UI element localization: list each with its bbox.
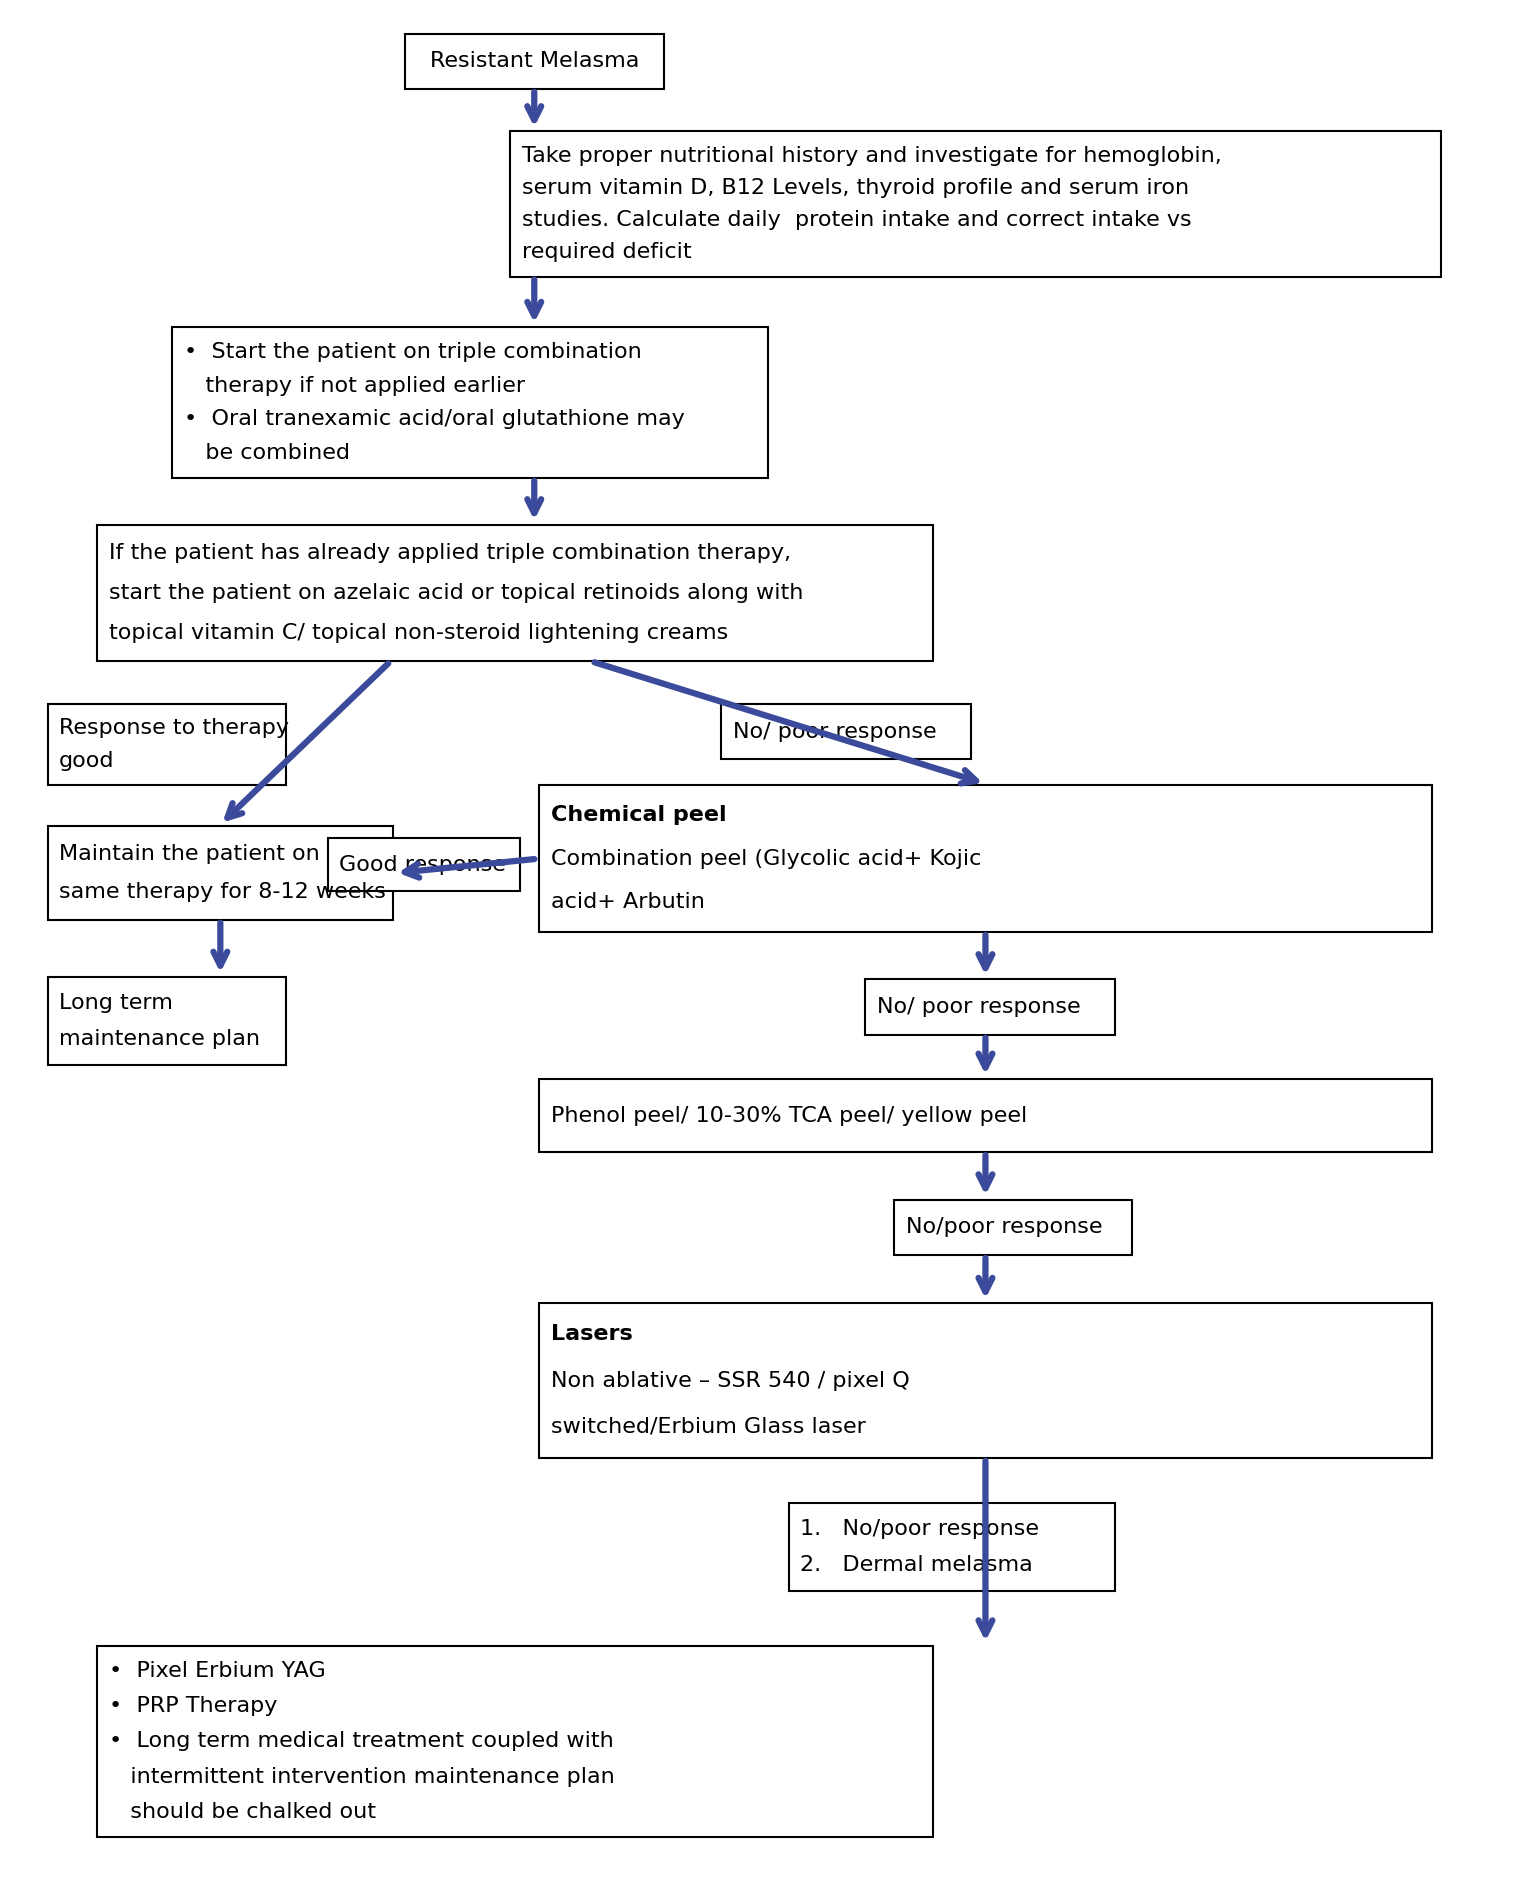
FancyBboxPatch shape	[510, 131, 1442, 277]
Text: Combination peel (Glycolic acid+ Kojic: Combination peel (Glycolic acid+ Kojic	[551, 848, 980, 869]
FancyBboxPatch shape	[328, 838, 520, 892]
Text: therapy if not applied earlier: therapy if not applied earlier	[185, 376, 525, 396]
Text: Resistant Melasma: Resistant Melasma	[430, 51, 638, 72]
FancyBboxPatch shape	[97, 1647, 932, 1838]
Text: start the patient on azelaic acid or topical retinoids along with: start the patient on azelaic acid or top…	[109, 582, 803, 603]
Text: Phenol peel/ 10-30% TCA peel/ yellow peel: Phenol peel/ 10-30% TCA peel/ yellow pee…	[551, 1106, 1027, 1125]
FancyBboxPatch shape	[894, 1199, 1132, 1256]
Text: switched/Erbium Glass laser: switched/Erbium Glass laser	[551, 1417, 865, 1436]
Text: 1.   No/poor response: 1. No/poor response	[800, 1519, 1039, 1538]
Text: Response to therapy: Response to therapy	[59, 719, 289, 738]
Text: •  Oral tranexamic acid/oral glutathione may: • Oral tranexamic acid/oral glutathione …	[185, 410, 684, 429]
Text: maintenance plan: maintenance plan	[59, 1028, 260, 1049]
Text: Long term: Long term	[59, 994, 172, 1013]
Text: •  Long term medical treatment coupled with: • Long term medical treatment coupled wi…	[109, 1732, 614, 1751]
FancyBboxPatch shape	[47, 827, 393, 920]
FancyBboxPatch shape	[97, 524, 932, 662]
Text: Lasers: Lasers	[551, 1324, 632, 1345]
FancyBboxPatch shape	[47, 704, 286, 785]
Text: •  PRP Therapy: • PRP Therapy	[109, 1696, 277, 1717]
Text: If the patient has already applied triple combination therapy,: If the patient has already applied tripl…	[109, 543, 791, 563]
Text: Maintain the patient on: Maintain the patient on	[59, 844, 319, 863]
Text: Non ablative – SSR 540 / pixel Q: Non ablative – SSR 540 / pixel Q	[551, 1372, 909, 1391]
Text: No/ poor response: No/ poor response	[732, 721, 937, 742]
Text: No/ poor response: No/ poor response	[878, 998, 1080, 1017]
FancyBboxPatch shape	[539, 1079, 1431, 1151]
Text: No/poor response: No/poor response	[906, 1218, 1103, 1237]
Text: intermittent intervention maintenance plan: intermittent intervention maintenance pl…	[109, 1766, 614, 1787]
FancyBboxPatch shape	[865, 979, 1115, 1036]
Text: serum vitamin D, B12 Levels, thyroid profile and serum iron: serum vitamin D, B12 Levels, thyroid pro…	[522, 178, 1189, 197]
Text: should be chalked out: should be chalked out	[109, 1802, 375, 1821]
Text: •  Pixel Erbium YAG: • Pixel Erbium YAG	[109, 1662, 325, 1681]
Text: 2.   Dermal melasma: 2. Dermal melasma	[800, 1556, 1033, 1575]
Text: same therapy for 8-12 weeks: same therapy for 8-12 weeks	[59, 882, 386, 903]
FancyBboxPatch shape	[539, 785, 1431, 931]
Text: Good response: Good response	[339, 856, 507, 875]
FancyBboxPatch shape	[539, 1303, 1431, 1459]
FancyBboxPatch shape	[172, 326, 767, 478]
FancyBboxPatch shape	[788, 1502, 1115, 1592]
FancyBboxPatch shape	[47, 977, 286, 1064]
Text: Chemical peel: Chemical peel	[551, 806, 726, 825]
Text: studies. Calculate daily  protein intake and correct intake vs: studies. Calculate daily protein intake …	[522, 211, 1191, 230]
FancyBboxPatch shape	[404, 34, 664, 89]
Text: be combined: be combined	[185, 444, 350, 463]
Text: •  Start the patient on triple combination: • Start the patient on triple combinatio…	[185, 341, 642, 362]
Text: Take proper nutritional history and investigate for hemoglobin,: Take proper nutritional history and inve…	[522, 146, 1221, 165]
Text: required deficit: required deficit	[522, 243, 691, 262]
Text: acid+ Arbutin: acid+ Arbutin	[551, 892, 705, 912]
FancyBboxPatch shape	[722, 704, 971, 759]
Text: topical vitamin C/ topical non-steroid lightening creams: topical vitamin C/ topical non-steroid l…	[109, 624, 728, 643]
Text: good: good	[59, 751, 115, 770]
